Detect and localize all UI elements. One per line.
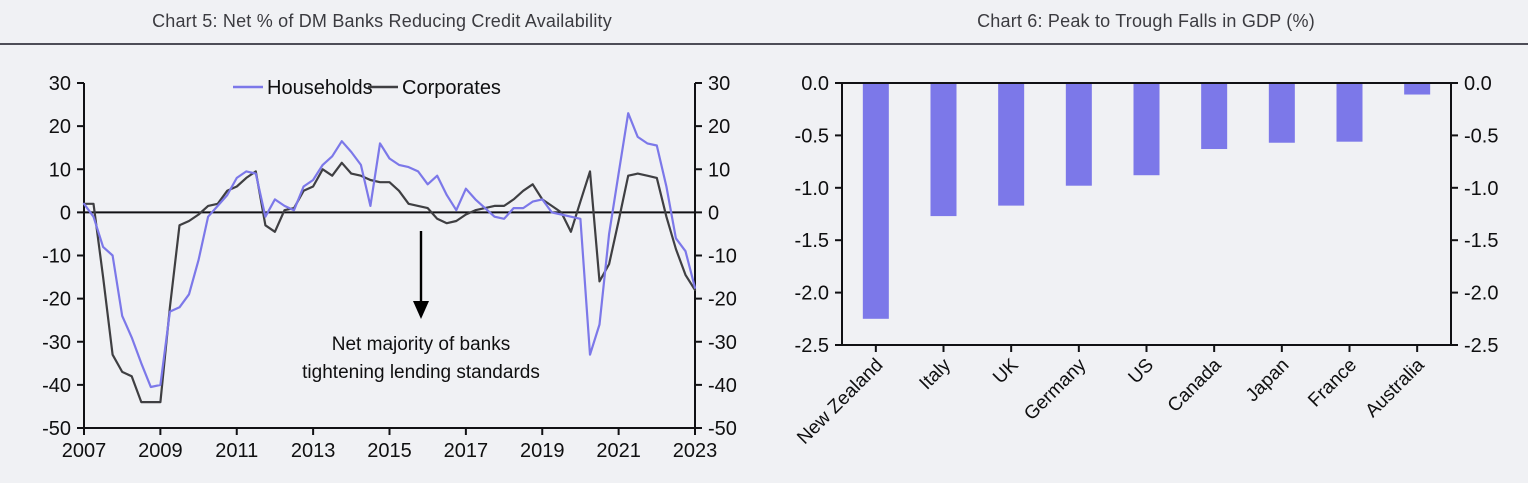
title-separator (0, 43, 1528, 45)
chart5-ytick-label-right: -40 (708, 375, 737, 397)
chart5-title: Chart 5: Net % of DM Banks Reducing Cred… (152, 10, 612, 31)
chart6-ytick-label-right: -2.0 (1464, 283, 1498, 305)
chart6-bar-us (1133, 84, 1160, 176)
chart6-category-label-italy: Italy (916, 354, 956, 394)
chart6-bar-italy (930, 84, 957, 217)
chart6-ytick-label-left: -2.0 (795, 283, 829, 305)
chart6-ytick-label-right: -1.0 (1464, 178, 1498, 200)
chart5-ytick-label-left: -50 (42, 418, 71, 440)
chart5-line-households (82, 112, 697, 389)
chart5-xtick-label: 2007 (62, 440, 107, 462)
chart5-ytick-label-right: 10 (708, 159, 730, 181)
chart6-ytick-label-right: -0.5 (1464, 125, 1498, 147)
chart6-ytick-label-right: -2.5 (1464, 335, 1498, 357)
chart6-ytick-label-left: -2.5 (795, 335, 829, 357)
chart6-ytick-label-right: 0.0 (1464, 73, 1492, 95)
chart6-bar-new-zealand (862, 84, 889, 319)
chart5-annotation-line2: tightening lending standards (302, 362, 540, 383)
chart5-xtick-label: 2017 (444, 440, 489, 462)
chart5-xtick-label: 2015 (367, 440, 412, 462)
chart6-category-label-france: France (1304, 355, 1361, 412)
chart5-xtick-label: 2019 (520, 440, 565, 462)
chart6-bar-australia (1404, 84, 1431, 95)
chart5-ytick-label-left: 0 (60, 202, 71, 224)
chart6-category-label-canada: Canada (1164, 354, 1226, 416)
chart5-line-corporates (82, 161, 697, 404)
chart5-ytick-label-left: -20 (42, 289, 71, 311)
chart5-xtick-label: 2011 (215, 440, 258, 462)
chart5-ytick-label-left: 30 (49, 73, 71, 95)
chart5-ytick-label-right: -20 (708, 289, 737, 311)
chart6-category-label-uk: UK (989, 354, 1023, 388)
chart5-ytick-label-right: 0 (708, 202, 719, 224)
chart6-category-label-japan: Japan (1242, 355, 1293, 406)
chart6-category-label-new-zealand: New Zealand (793, 355, 887, 449)
chart5-annotation-line1: Net majority of banks (332, 334, 510, 355)
chart6-bar-japan (1268, 84, 1295, 143)
chart5-legend-label-households: Households (267, 77, 373, 99)
chart6-ytick-label-left: -1.5 (795, 230, 829, 252)
chart5-xtick-label: 2023 (673, 440, 718, 462)
chart5-ytick-label-right: -10 (708, 246, 737, 268)
chart5-ytick-label-left: 10 (49, 159, 71, 181)
chart6-bar-canada (1201, 84, 1228, 150)
chart5-xtick-label: 2021 (596, 440, 641, 462)
chart6-title: Chart 6: Peak to Trough Falls in GDP (%) (977, 10, 1315, 31)
chart6-title-area: Chart 6: Peak to Trough Falls in GDP (%) (764, 0, 1528, 42)
titles-row: Chart 5: Net % of DM Banks Reducing Cred… (0, 0, 1528, 42)
chart5-ytick-label-left: -30 (42, 332, 71, 354)
chart6-category-label-germany: Germany (1020, 354, 1090, 424)
chart6-category-label-us: US (1125, 355, 1159, 389)
chart6-bar-france (1336, 84, 1363, 142)
chart6-bar-germany (1065, 84, 1092, 186)
chart5-xtick-label: 2009 (138, 440, 183, 462)
chart6-category-label-australia: Australia (1362, 354, 1429, 421)
chart5-ytick-label-left: 20 (49, 116, 71, 138)
chart6-ytick-label-right: -1.5 (1464, 230, 1498, 252)
chart5-ytick-label-right: 30 (708, 73, 730, 95)
chart5-xtick-label: 2013 (291, 440, 336, 462)
chart5-title-area: Chart 5: Net % of DM Banks Reducing Cred… (0, 0, 764, 42)
chart5-ytick-label-right: -30 (708, 332, 737, 354)
chart5-ytick-label-right: 20 (708, 116, 730, 138)
chart6-ytick-label-left: -1.0 (795, 178, 829, 200)
chart6-bar-uk (998, 84, 1025, 206)
chart5-ytick-label-right: -50 (708, 418, 737, 440)
chart5-ytick-label-left: -10 (42, 246, 71, 268)
chart5-annotation-arrow-head (413, 301, 429, 319)
chart6-ytick-label-left: 0.0 (801, 73, 829, 95)
chart5-ytick-label-left: -40 (42, 375, 71, 397)
chart6-ytick-label-left: -0.5 (795, 125, 829, 147)
chart5-legend-label-corporates: Corporates (402, 77, 501, 99)
